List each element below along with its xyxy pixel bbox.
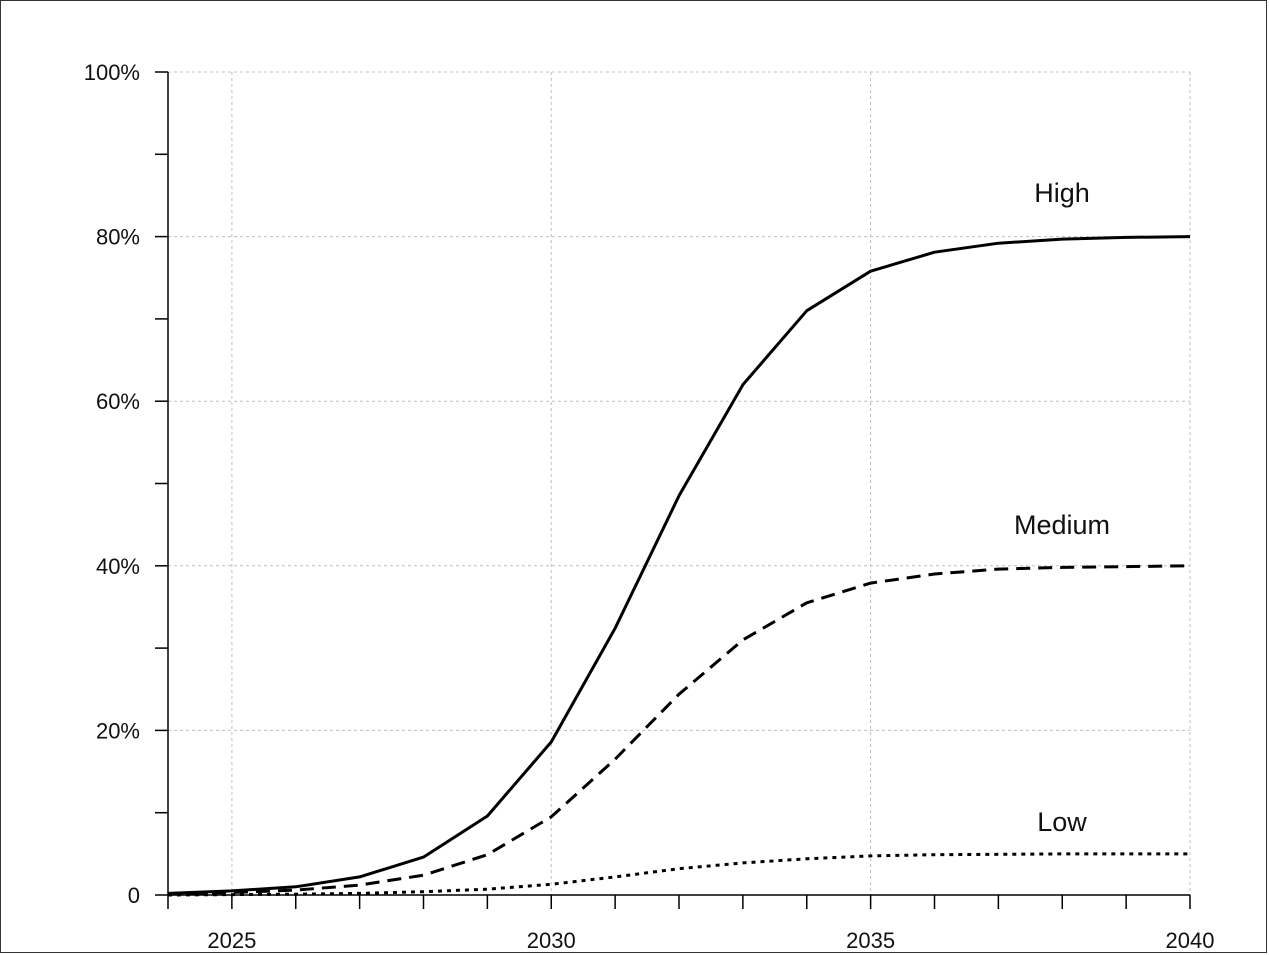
series-label-high: High	[1034, 178, 1090, 208]
y-tick-label-20: 20%	[96, 718, 140, 743]
series-line-high	[167, 235, 1191, 895]
y-tick-label-0: 0	[128, 883, 140, 908]
grid-lines	[168, 71, 1191, 895]
series-line-low	[167, 852, 1190, 897]
y-tick-label-100: 100%	[84, 60, 140, 85]
x-tick-label-2025: 2025	[207, 928, 256, 953]
series-line-medium	[167, 564, 1191, 896]
series-label-medium: Medium	[1014, 510, 1110, 540]
tick-marks	[155, 71, 1191, 909]
series-label-low: Low	[1037, 807, 1087, 837]
x-tick-label-2030: 2030	[527, 928, 576, 953]
y-tick-label-40: 40%	[96, 554, 140, 579]
x-tick-label-2040: 2040	[1166, 928, 1215, 953]
y-tick-label-80: 80%	[96, 225, 140, 250]
series-lines	[167, 235, 1191, 897]
series-labels: High Medium Low	[1014, 178, 1110, 837]
y-tick-label-60: 60%	[96, 389, 140, 414]
tick-labels: 0 20% 40% 60% 80% 100% 2025 2030 2035 2040	[84, 60, 1215, 953]
x-tick-label-2035: 2035	[846, 928, 895, 953]
